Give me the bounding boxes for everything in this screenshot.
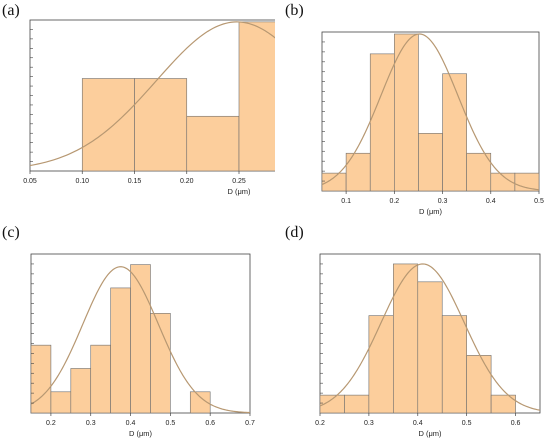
histogram-chart-c: 0.2 0.3 0.4 0.5 0.6 0.7 D (μm) (30, 253, 255, 438)
x-tick-label: 0.2 (315, 420, 325, 427)
x-tick-label: 0.05 (23, 178, 37, 185)
panel-label-d: (d) (285, 224, 304, 241)
normal-fit-curve (321, 33, 540, 191)
histogram-chart-d: 0.2 0.3 0.4 0.5 0.6 D (μm) (315, 253, 541, 438)
histogram-chart-a: 0.050.100.150.200.250.300.350.400.45D (μ… (23, 19, 275, 196)
histogram-bar (186, 115, 240, 172)
histogram-bar (417, 281, 443, 414)
normal-fit-curve (29, 21, 275, 167)
histogram-bar (368, 315, 394, 414)
x-tick-label: 0.6 (511, 420, 521, 427)
histogram-bar (30, 344, 52, 414)
x-tick-label: 0.6 (205, 420, 215, 427)
x-tick-label: 0.3 (86, 420, 96, 427)
x-tick-label: 0.1 (341, 198, 351, 205)
histogram-bar (393, 263, 419, 414)
x-tick-label: 0.3 (364, 420, 374, 427)
x-tick-label: 0.5 (462, 420, 472, 427)
x-tick-label: 0.5 (534, 198, 544, 205)
x-tick-label: 0.5 (165, 420, 175, 427)
panel-label-c: (c) (2, 224, 20, 241)
x-tick-label: 0.2 (46, 420, 56, 427)
histogram-bar (189, 391, 211, 414)
histogram-bar (441, 315, 467, 414)
x-tick-label: 0.3 (438, 198, 448, 205)
histogram-bar (344, 394, 370, 414)
x-tick-label: 0.7 (245, 420, 255, 427)
x-tick-label: 0.20 (180, 178, 194, 185)
x-axis-label: D (μm) (418, 429, 442, 438)
x-tick-label: 0.4 (486, 198, 496, 205)
histogram-bar (110, 287, 131, 414)
histogram-bar (81, 78, 135, 172)
histogram-chart-b: 0.1 0.2 0.3 0.4 0.5 D (μm) (321, 31, 544, 216)
x-tick-label: 0.2 (389, 198, 399, 205)
histogram-bar (70, 368, 92, 414)
histogram-bar (238, 21, 275, 172)
histogram-bar (369, 53, 395, 192)
histogram-bar (90, 344, 111, 414)
x-tick-label: 0.4 (413, 420, 423, 427)
x-tick-label: 0.4 (126, 420, 136, 427)
x-tick-label: 0.15 (128, 178, 142, 185)
panel-label-a: (a) (2, 2, 20, 19)
histogram-bar (442, 73, 467, 192)
x-axis-label: D (μm) (129, 429, 153, 438)
histogram-bar (150, 313, 171, 414)
x-tick-label: 0.10 (75, 178, 89, 185)
histogram-bar (321, 172, 347, 192)
x-axis-label: D (μm) (419, 207, 443, 216)
x-axis-label: D (μm) (227, 187, 251, 196)
normal-fit-curve (30, 266, 251, 414)
histogram-bar (466, 152, 492, 192)
panel-label-b: (b) (285, 2, 304, 19)
histogram-bar (50, 391, 72, 414)
normal-fit-curve (319, 263, 541, 411)
histogram-bar (394, 33, 419, 192)
histogram-bar (418, 133, 443, 192)
histogram-bar (134, 78, 188, 172)
histogram-bar (345, 152, 371, 192)
histogram-bar (466, 355, 492, 414)
histogram-bar (490, 394, 516, 414)
x-tick-label: 0.25 (232, 178, 246, 185)
